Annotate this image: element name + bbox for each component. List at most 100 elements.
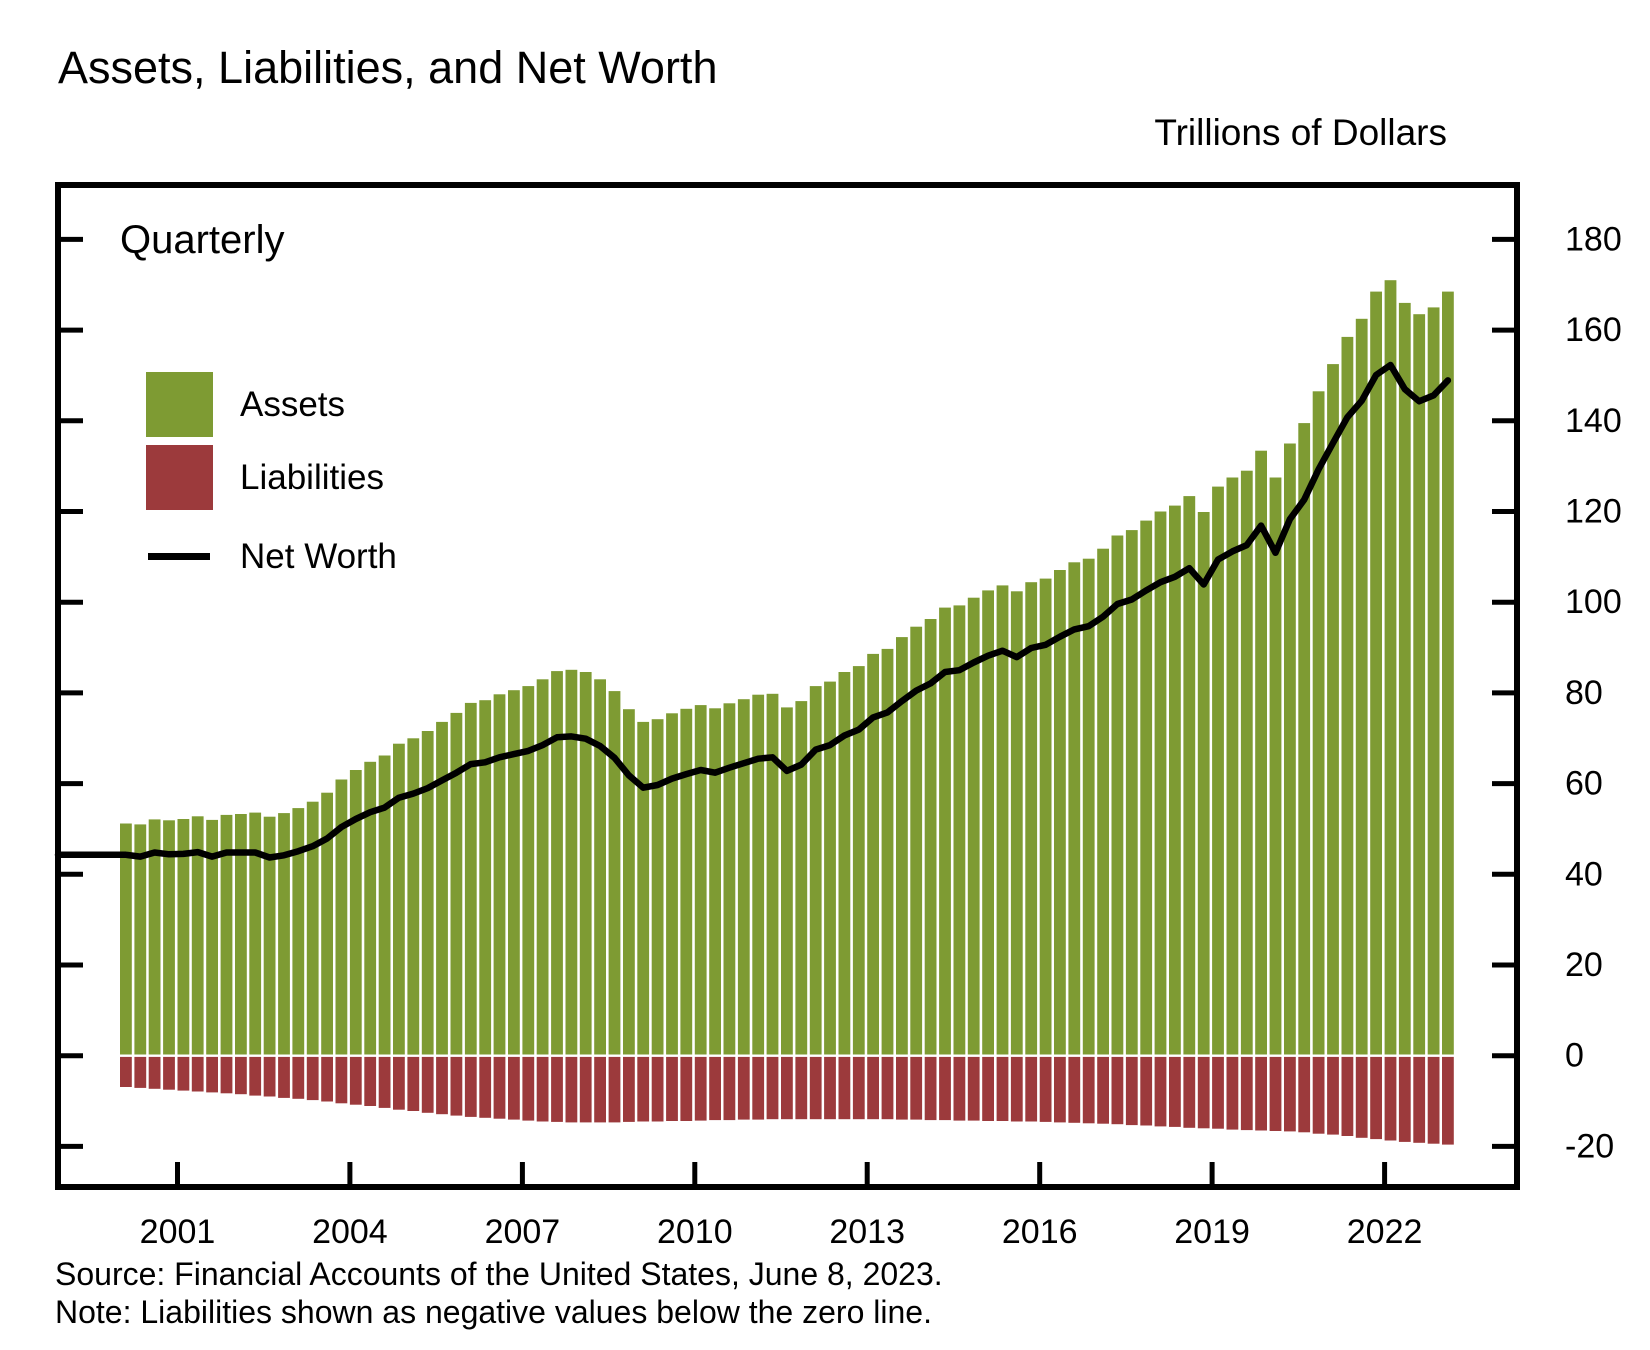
assets-bar <box>623 709 635 1055</box>
assets-bar <box>464 702 477 1055</box>
liabilities-bar <box>292 1056 305 1099</box>
assets-bar <box>450 712 463 1055</box>
assets-bar <box>910 626 923 1055</box>
liabilities-bar <box>1413 1056 1426 1143</box>
frequency-label: Quarterly <box>120 218 285 262</box>
assets-bar <box>1140 520 1153 1055</box>
assets-bar <box>1226 477 1239 1055</box>
liabilities-bar <box>565 1056 578 1123</box>
assets-bar <box>1341 336 1354 1055</box>
page-title: Assets, Liabilities, and Net Worth <box>58 42 718 93</box>
assets-bar <box>493 694 506 1055</box>
assets-bar <box>1097 548 1109 1055</box>
liabilities-bar <box>939 1056 951 1121</box>
assets-bar <box>1111 535 1124 1055</box>
assets-bar <box>1039 578 1052 1055</box>
liabilities-bar <box>924 1056 937 1121</box>
liabilities-bar <box>824 1056 836 1120</box>
liabilities-bar <box>177 1056 190 1091</box>
liabilities-bar <box>1025 1056 1038 1122</box>
liabilities-bar <box>737 1056 750 1120</box>
liabilities-bar <box>1284 1056 1296 1132</box>
liabilities-bar <box>1370 1056 1382 1140</box>
assets-bar <box>436 721 448 1055</box>
assets-bar <box>522 686 535 1055</box>
source-line: Source: Financial Accounts of the United… <box>55 1256 943 1292</box>
liabilities-bar <box>551 1056 563 1122</box>
liabilities-bar <box>1398 1056 1411 1142</box>
assets-bar <box>766 693 779 1055</box>
liabilities-bar <box>464 1056 477 1117</box>
liabilities-bar <box>1183 1056 1196 1128</box>
liabilities-bar <box>206 1056 218 1093</box>
liabilities-bar <box>120 1056 132 1087</box>
liabilities-legend-swatch <box>146 445 213 510</box>
liabilities-bar <box>723 1056 736 1121</box>
y-tick-label: 80 <box>1565 674 1603 712</box>
assets-bar <box>982 590 994 1055</box>
assets-bar <box>393 743 405 1055</box>
y-axis-ticks <box>61 236 1514 1149</box>
assets-bar <box>220 814 233 1055</box>
assets-bar <box>1212 486 1224 1055</box>
assets-bar <box>666 713 678 1055</box>
assets-bar <box>551 671 563 1055</box>
assets-bars <box>120 280 1454 1055</box>
assets-bar <box>536 679 549 1055</box>
liabilities-bar <box>1341 1056 1354 1136</box>
assets-bar <box>579 672 592 1055</box>
liabilities-bar <box>1154 1056 1167 1127</box>
assets-bar <box>1284 443 1296 1055</box>
liabilities-bar <box>479 1056 492 1118</box>
assets-bar <box>1082 558 1095 1055</box>
liabilities-bars <box>120 1056 1454 1145</box>
x-tick-label: 2007 <box>485 1213 561 1251</box>
liabilities-bar <box>996 1056 1009 1121</box>
assets-legend-swatch <box>146 372 213 437</box>
assets-bar <box>809 686 822 1055</box>
liabilities-bar <box>508 1056 520 1120</box>
assets-bar <box>967 597 980 1055</box>
liabilities-bar <box>881 1056 894 1120</box>
liabilities-bar <box>522 1056 535 1121</box>
assets-bar <box>1427 307 1440 1055</box>
liabilities-bar <box>1082 1056 1095 1124</box>
liabilities-bar <box>393 1056 405 1110</box>
assets-bar <box>1154 511 1167 1055</box>
liabilities-bar <box>1226 1056 1239 1130</box>
liabilities-bar <box>953 1056 966 1121</box>
liabilities-bar <box>579 1056 592 1123</box>
assets-bar <box>795 701 808 1055</box>
assets-bar <box>1025 582 1038 1055</box>
liabilities-bar <box>967 1056 980 1121</box>
liabilities-bar <box>335 1056 348 1104</box>
assets-bar <box>881 648 894 1055</box>
net-worth-line-sample <box>148 553 210 560</box>
assets-bar <box>1240 470 1253 1055</box>
liabilities-bar <box>364 1056 377 1106</box>
liabilities-bar <box>781 1056 793 1120</box>
y-axis-labels: -20 0 20 40 60 80 100 120 140 160 180 <box>1565 220 1622 1165</box>
liabilities-bar <box>1269 1056 1282 1131</box>
liabilities-bar <box>666 1056 678 1121</box>
y-tick-label: 180 <box>1565 220 1622 258</box>
liabilities-bar <box>1240 1056 1253 1131</box>
assets-bar <box>349 770 362 1055</box>
assets-bar <box>1355 318 1368 1055</box>
assets-bar <box>1398 302 1411 1055</box>
assets-bar <box>867 653 879 1055</box>
assets-bar <box>163 820 175 1055</box>
y-tick-label: 100 <box>1565 583 1622 621</box>
liabilities-bar <box>263 1056 276 1097</box>
x-tick-label: 2001 <box>140 1213 216 1251</box>
liabilities-bar <box>838 1056 851 1120</box>
assets-bar <box>1183 496 1196 1055</box>
assets-bar <box>1197 512 1210 1055</box>
net-worth-line <box>54 361 1452 861</box>
assets-bar <box>292 808 305 1055</box>
liabilities-bar <box>896 1056 908 1120</box>
net-worth-legend-label: Net Worth <box>240 537 397 576</box>
assets-bar <box>651 719 664 1055</box>
assets-bar <box>120 823 132 1055</box>
